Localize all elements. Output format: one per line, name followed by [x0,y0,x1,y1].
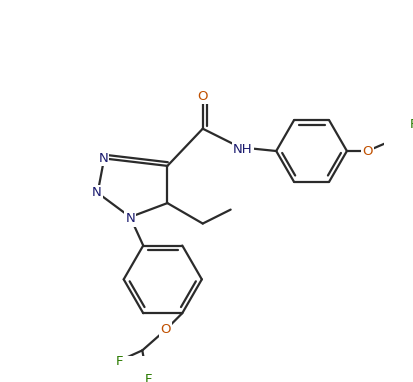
Text: F: F [116,355,124,368]
Text: N: N [125,212,135,225]
Text: N: N [92,186,102,199]
Text: O: O [197,90,208,103]
Text: F: F [145,373,152,382]
Text: NH: NH [233,142,253,155]
Text: N: N [98,152,108,165]
Text: O: O [362,144,373,157]
Text: F: F [410,118,413,131]
Text: O: O [160,324,171,337]
Text: F: F [412,142,413,155]
